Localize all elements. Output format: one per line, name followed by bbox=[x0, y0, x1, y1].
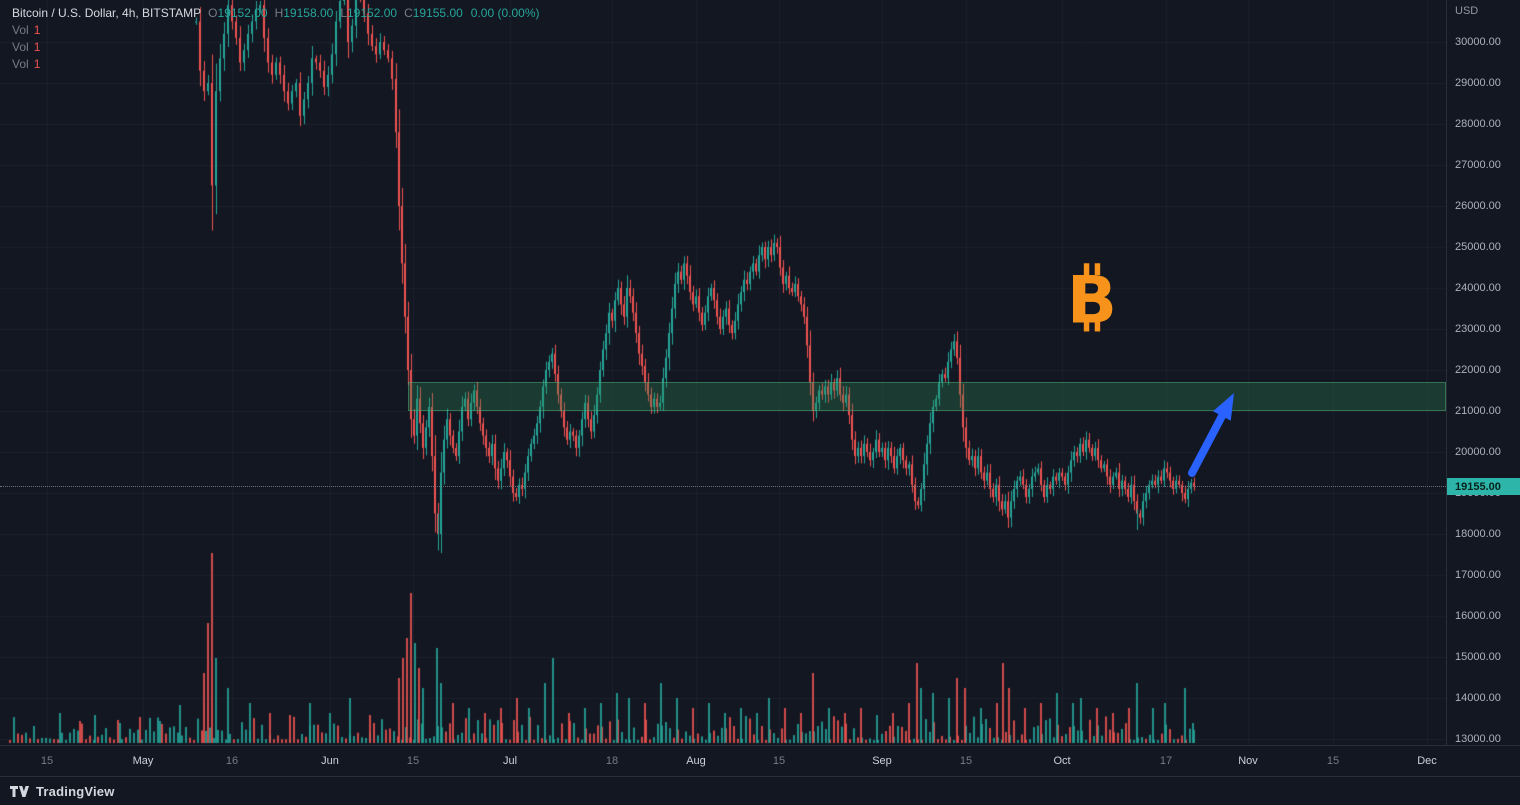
time-axis[interactable]: 15 May 16 Jun 15 Jul 18 Aug 15 Sep 15 Oct 17 Nov 15 Dec bbox=[0, 745, 1520, 776]
price-tick: 20000.00 bbox=[1455, 446, 1501, 458]
legend: Bitcoin / U.S. Dollar, 4h, BITSTAMP O1915… bbox=[12, 5, 540, 73]
symbol-title[interactable]: Bitcoin / U.S. Dollar, 4h, BITSTAMP bbox=[12, 6, 202, 20]
time-tick: Dec bbox=[1417, 755, 1437, 767]
chart-pane[interactable]: B Bitcoin / U.S. Dollar, 4h, BITSTAMP O19… bbox=[0, 0, 1446, 745]
volume-indicator-label: Vol bbox=[12, 40, 29, 54]
bitcoin-logo-icon[interactable]: B bbox=[1062, 256, 1122, 336]
change-value: 0.00 (0.00%) bbox=[470, 6, 540, 20]
close-label: C bbox=[404, 6, 413, 20]
open-value: 19152.00 bbox=[217, 6, 268, 20]
time-tick: 15 bbox=[406, 755, 420, 767]
svg-text:B: B bbox=[1067, 262, 1117, 336]
volume-indicator-value: 1 bbox=[33, 23, 41, 37]
time-tick: 15 bbox=[959, 755, 973, 767]
time-tick: May bbox=[132, 755, 154, 767]
arrow-up-annotation[interactable] bbox=[1182, 387, 1246, 479]
time-tick: Oct bbox=[1053, 755, 1071, 767]
low-label: L bbox=[340, 6, 347, 20]
time-tick: 17 bbox=[1159, 755, 1173, 767]
last-price-label: 19155.00 bbox=[1447, 478, 1520, 496]
volume-indicator-value: 1 bbox=[33, 40, 41, 54]
supply-zone[interactable] bbox=[408, 382, 1446, 411]
price-tick: 21000.00 bbox=[1455, 405, 1501, 417]
volume-indicator-value: 1 bbox=[33, 57, 41, 71]
high-label: H bbox=[274, 6, 284, 20]
volume-indicator-label: Vol bbox=[12, 57, 29, 71]
last-price-line bbox=[0, 486, 1446, 488]
price-tick: 24000.00 bbox=[1455, 282, 1501, 294]
arrow-head bbox=[1213, 393, 1234, 421]
price-tick: 15000.00 bbox=[1455, 651, 1501, 663]
symbol-row: Bitcoin / U.S. Dollar, 4h, BITSTAMP O1915… bbox=[12, 5, 540, 22]
price-tick: 16000.00 bbox=[1455, 610, 1501, 622]
tradingview-logo-icon[interactable] bbox=[10, 785, 29, 797]
arrow-shaft bbox=[1188, 412, 1226, 477]
close-value: 19155.00 bbox=[412, 6, 463, 20]
time-tick: 18 bbox=[605, 755, 619, 767]
price-tick: 26000.00 bbox=[1455, 200, 1501, 212]
price-tick: 13000.00 bbox=[1455, 733, 1501, 745]
price-tick: 30000.00 bbox=[1455, 36, 1501, 48]
time-tick: Sep bbox=[872, 755, 892, 767]
price-tick: 22000.00 bbox=[1455, 364, 1501, 376]
time-tick: Aug bbox=[686, 755, 706, 767]
brand-name[interactable]: TradingView bbox=[36, 783, 115, 799]
time-tick: 16 bbox=[225, 755, 239, 767]
candlestick-canvas[interactable] bbox=[0, 0, 1446, 745]
volume-indicator-row[interactable]: Vol 1 bbox=[12, 22, 540, 39]
price-tick: 29000.00 bbox=[1455, 77, 1501, 89]
price-tick: 18000.00 bbox=[1455, 528, 1501, 540]
price-axis[interactable]: USD 30000.00 29000.00 28000.00 27000.00 2600… bbox=[1446, 0, 1520, 745]
low-value: 19152.00 bbox=[347, 6, 398, 20]
time-tick: 15 bbox=[1326, 755, 1340, 767]
bottom-toolbar: TradingView bbox=[0, 776, 1520, 805]
price-tick: 23000.00 bbox=[1455, 323, 1501, 335]
price-tick: 28000.00 bbox=[1455, 118, 1501, 130]
time-tick: 15 bbox=[772, 755, 786, 767]
time-tick: Jul bbox=[502, 755, 518, 767]
price-tick: 25000.00 bbox=[1455, 241, 1501, 253]
volume-indicator-row[interactable]: Vol 1 bbox=[12, 39, 540, 56]
price-tick: 17000.00 bbox=[1455, 569, 1501, 581]
volume-indicator-row[interactable]: Vol 1 bbox=[12, 56, 540, 73]
price-tick: 14000.00 bbox=[1455, 692, 1501, 704]
currency-label: USD bbox=[1455, 5, 1479, 17]
price-tick: 27000.00 bbox=[1455, 159, 1501, 171]
high-value: 19158.00 bbox=[283, 6, 334, 20]
time-tick: Jun bbox=[321, 755, 339, 767]
volume-indicator-label: Vol bbox=[12, 23, 29, 37]
open-label: O bbox=[208, 6, 218, 20]
time-tick: 15 bbox=[40, 755, 54, 767]
time-tick: Nov bbox=[1238, 755, 1258, 767]
